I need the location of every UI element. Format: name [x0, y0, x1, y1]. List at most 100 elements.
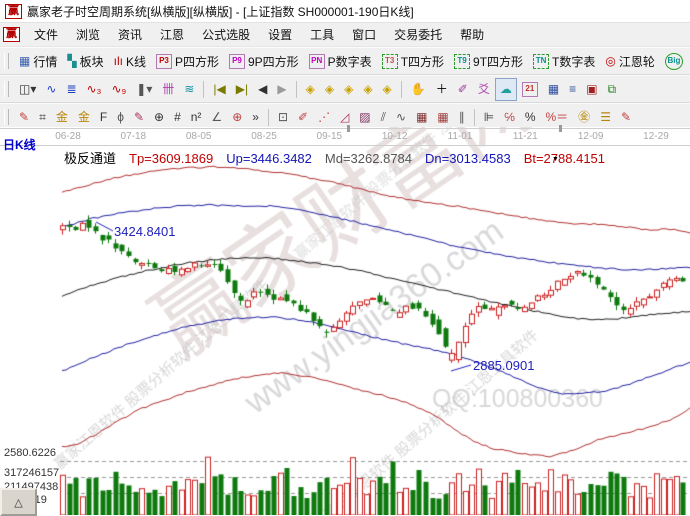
pane-splitter-handle[interactable]	[347, 125, 350, 132]
pan-v-button[interactable]: ◈	[358, 78, 377, 101]
percent-lines-button[interactable]: %＝	[541, 106, 574, 129]
n2-button[interactable]: n²	[186, 106, 207, 129]
chip-tool-button[interactable]: 卌	[157, 78, 179, 101]
gann-box-button[interactable]: ▨	[354, 106, 375, 129]
hash-button[interactable]: #	[169, 106, 186, 129]
big-button[interactable]: Big	[660, 50, 688, 73]
scale-ruler-button[interactable]: ⊫	[479, 106, 499, 129]
gold-grid-button[interactable]: 金	[51, 106, 73, 129]
pan-h-button[interactable]: ◈	[339, 78, 358, 101]
quotes-button[interactable]: ▦ 行情	[14, 50, 62, 73]
pan-center-button[interactable]: ◈	[378, 78, 397, 101]
menu-item-4[interactable]: 公式选股	[202, 28, 251, 42]
t9-square-button[interactable]: T9 9T四方形	[449, 50, 528, 73]
grid-box-button[interactable]: ▦	[411, 106, 432, 129]
toolbar-grip[interactable]	[4, 109, 9, 125]
percent-button[interactable]: %	[520, 106, 541, 129]
candle-pen-button[interactable]: ✎	[616, 106, 636, 129]
export-button[interactable]: ⧉	[603, 78, 622, 101]
circle-grid-button[interactable]: ⊕	[149, 106, 169, 129]
menu-item-0[interactable]: 文件	[34, 28, 59, 42]
step-forward-button[interactable]: ▶	[272, 78, 291, 101]
t-number-table-button[interactable]: TN T数字表	[528, 50, 600, 73]
hash-icon: #	[174, 110, 181, 124]
angle-tool-button[interactable]: ∠	[206, 106, 227, 129]
pencil-icon: ✎	[19, 110, 30, 124]
wave9-button[interactable]: ∿₉	[106, 78, 131, 101]
fan-lines-button[interactable]: ⋰	[313, 106, 335, 129]
menu-item-9[interactable]: 帮助	[460, 28, 485, 42]
menu-item-8[interactable]: 交易委托	[394, 28, 443, 42]
menu-item-6[interactable]: 工具	[310, 28, 335, 42]
p-square-button[interactable]: P3 P四方形	[151, 50, 224, 73]
p-number-table-button-label: P数字表	[327, 54, 372, 69]
big-badge-icon: Big	[664, 52, 683, 70]
spiral-button[interactable]: ϕ	[112, 106, 129, 129]
date-tick-11-01: 11-01	[447, 131, 473, 142]
box-ruler-button[interactable]: ⊡	[273, 106, 293, 129]
gann-wheel-button[interactable]: ◎ 江恩轮	[600, 50, 660, 73]
notes-button[interactable]: ≡	[564, 78, 581, 101]
p-number-table-button[interactable]: PN P数字表	[304, 50, 377, 73]
expand-pane-button[interactable]: △	[0, 488, 37, 516]
pane-splitter-handle[interactable]	[559, 125, 562, 132]
menu-item-5[interactable]: 设置	[268, 28, 293, 42]
grid-box2-button[interactable]: ▦	[432, 106, 453, 129]
indicator-name[interactable]: 极反通道	[64, 151, 117, 166]
measure-button[interactable]: ✐	[453, 78, 473, 101]
zigzag-button[interactable]: ∿	[391, 106, 411, 129]
more-tools-button[interactable]: »	[247, 106, 264, 129]
toolbar-grip[interactable]	[4, 81, 9, 97]
gold-circle-button[interactable]: ㊎	[573, 106, 595, 129]
gann-fan-button[interactable]: ◿	[335, 106, 354, 129]
draw-pen-button[interactable]: ✐	[293, 106, 313, 129]
info-doc-button[interactable]: ≣	[61, 78, 81, 101]
compass-button[interactable]: ⊕	[227, 106, 247, 129]
candle-tool-dropdown[interactable]: ❚▾	[131, 78, 157, 101]
hand-tool-button[interactable]: ✋	[406, 78, 431, 101]
date-tick-07-18: 07-18	[120, 131, 147, 142]
menu-item-2[interactable]: 资讯	[118, 28, 143, 42]
parallel-lines-button[interactable]: ∥	[454, 106, 470, 129]
t-square-button-label: T四方形	[400, 54, 445, 69]
distribution-button[interactable]: ≋	[179, 78, 199, 101]
grid-tool-button[interactable]: ⌗	[34, 106, 51, 129]
gold-grid2-icon: 金	[77, 110, 90, 124]
angle-lines-button[interactable]: ⫽	[376, 106, 391, 129]
go-last-button[interactable]: ▶|	[231, 78, 253, 101]
indicator-param-3: Dn=3013.4583	[425, 151, 511, 166]
menu-item-3[interactable]: 江恩	[160, 28, 185, 42]
calculator-button[interactable]: ▦	[543, 78, 564, 101]
crosshair-icon: ＋	[435, 82, 448, 96]
pan-left-button[interactable]: ◈	[301, 78, 320, 101]
pan-right-button[interactable]: ◈	[320, 78, 339, 101]
curve-view-button[interactable]: ∿	[41, 78, 61, 101]
save-button[interactable]: ▣	[581, 78, 602, 101]
kline-style-dropdown[interactable]: ◫▾	[14, 78, 41, 101]
f-grid-button[interactable]: F	[95, 106, 112, 129]
pencil-tool-button[interactable]: ✎	[14, 106, 34, 129]
red-pencil-button[interactable]: ✎	[129, 106, 149, 129]
toolbar-grip[interactable]	[4, 53, 9, 69]
gold-grid2-button[interactable]: 金	[73, 106, 95, 129]
angle-icon: ∠	[211, 110, 223, 124]
go-first-button[interactable]: |◀	[208, 78, 230, 101]
calendar-button[interactable]: 21	[517, 78, 543, 101]
window-title: 赢家老子时空周期系统[纵横版][纵横版] - [上证指数 SH000001-19…	[27, 4, 414, 19]
p9-square-button-label: 9P四方形	[247, 54, 299, 69]
magic-tool-button[interactable]: 爻	[473, 78, 495, 101]
t-square-button[interactable]: T3 T四方形	[377, 50, 449, 73]
menu-item-1[interactable]: 浏览	[76, 28, 101, 42]
wave3-button[interactable]: ∿₃	[82, 78, 107, 101]
menu-item-7[interactable]: 窗口	[352, 28, 377, 42]
percent-chart-button[interactable]: ℅	[499, 106, 520, 129]
gold-lines-button[interactable]: ☰	[595, 106, 616, 129]
brain-button[interactable]: ☁	[494, 77, 517, 101]
p9-square-button[interactable]: P9 9P四方形	[224, 50, 304, 73]
step-back-button[interactable]: ◀	[253, 78, 272, 101]
kline-chart-canvas[interactable]	[0, 127, 690, 515]
crosshair-button[interactable]: ＋	[431, 78, 453, 101]
sectors-button[interactable]: ▚ 板块	[62, 50, 108, 73]
date-tick-12-29: 12-29	[643, 131, 669, 142]
kline-button[interactable]: ılı K线	[109, 50, 151, 73]
